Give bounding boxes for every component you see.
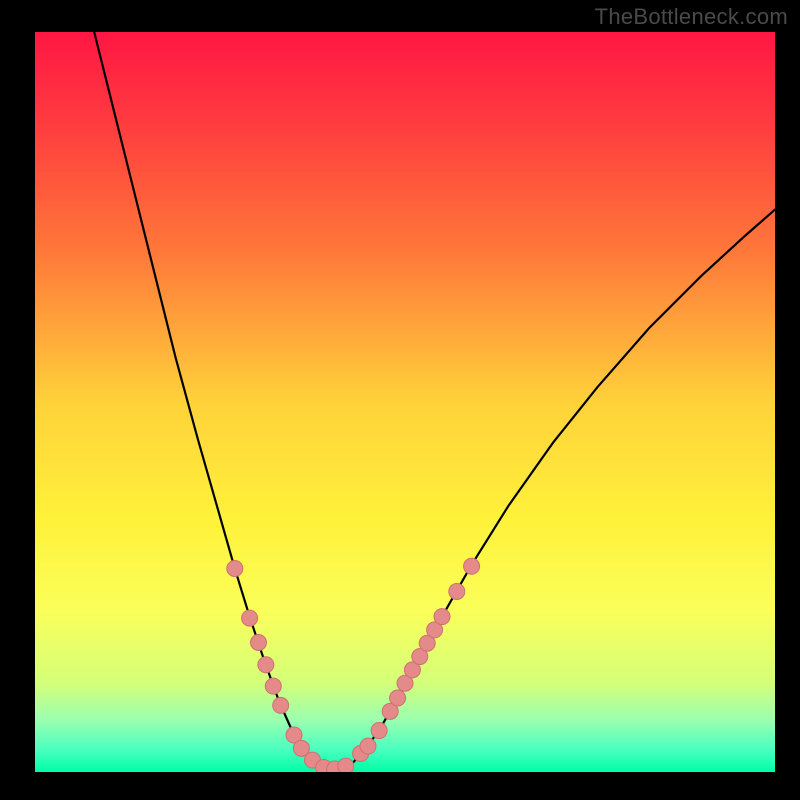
gradient-background xyxy=(35,32,775,772)
plot-area xyxy=(35,32,775,772)
watermark-text: TheBottleneck.com xyxy=(595,4,788,30)
